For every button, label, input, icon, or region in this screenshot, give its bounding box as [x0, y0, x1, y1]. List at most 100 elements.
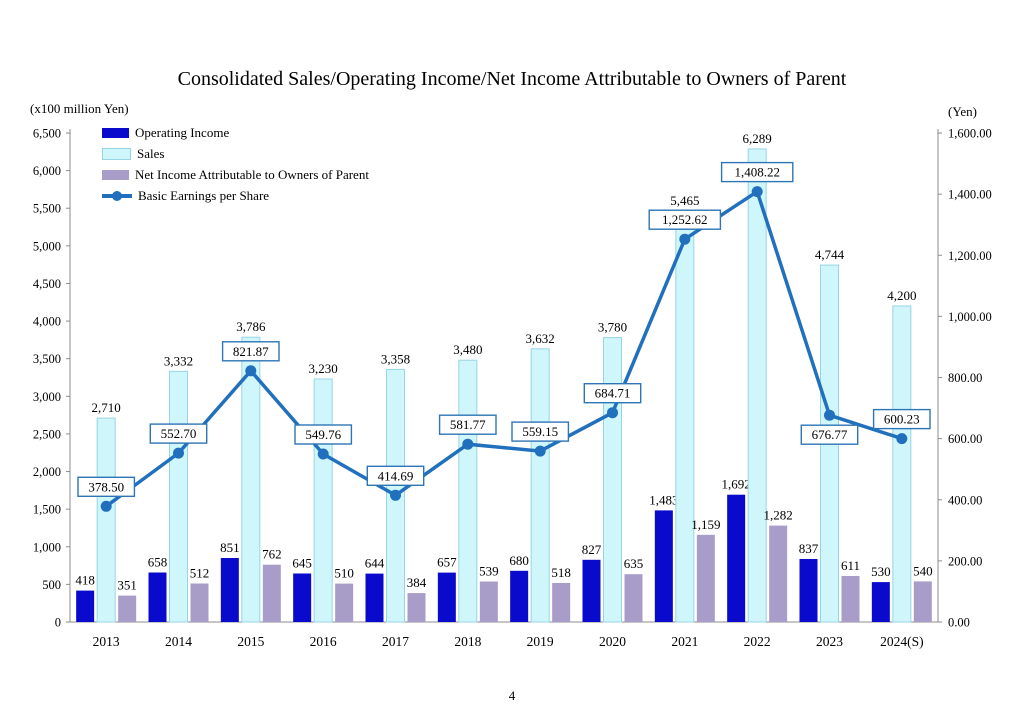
eps-dot-icon: [112, 190, 122, 201]
svg-text:635: 635: [624, 556, 644, 571]
svg-text:1,000.00: 1,000.00: [948, 310, 992, 324]
svg-text:600.23: 600.23: [884, 412, 920, 427]
legend-label-basic-eps: Basic Earnings per Share: [138, 187, 270, 203]
sales-swatch-icon: [102, 147, 131, 160]
svg-text:418: 418: [75, 573, 95, 588]
net-income-swatch-icon: [102, 169, 129, 180]
svg-text:351: 351: [117, 578, 137, 593]
svg-text:4,200: 4,200: [887, 288, 916, 303]
svg-text:2016: 2016: [310, 634, 337, 649]
svg-text:2,000: 2,000: [33, 465, 61, 479]
svg-text:762: 762: [262, 547, 282, 562]
svg-text:559.15: 559.15: [522, 424, 558, 439]
svg-text:2024(S): 2024(S): [880, 634, 924, 649]
svg-text:1,000: 1,000: [33, 540, 61, 554]
svg-text:4,500: 4,500: [33, 277, 61, 291]
svg-text:6,500: 6,500: [33, 127, 61, 141]
svg-text:200.00: 200.00: [948, 554, 982, 568]
svg-text:510: 510: [334, 566, 354, 581]
svg-text:676.77: 676.77: [812, 427, 848, 442]
svg-text:821.87: 821.87: [233, 344, 269, 359]
svg-text:3,000: 3,000: [33, 390, 61, 404]
operating-income-swatch-icon: [102, 127, 129, 138]
svg-text:1,200.00: 1,200.00: [948, 249, 992, 263]
svg-text:512: 512: [190, 566, 210, 581]
svg-text:518: 518: [551, 565, 571, 580]
svg-text:3,358: 3,358: [381, 351, 410, 366]
svg-text:0: 0: [55, 616, 61, 630]
svg-text:549.76: 549.76: [305, 427, 341, 442]
legend-item-operating-income: Operating Income: [102, 122, 369, 143]
svg-text:1,692: 1,692: [722, 477, 751, 492]
svg-text:6,000: 6,000: [33, 164, 61, 178]
svg-text:581.77: 581.77: [450, 417, 486, 432]
svg-text:644: 644: [365, 556, 385, 571]
svg-text:1,400.00: 1,400.00: [948, 188, 992, 202]
svg-text:658: 658: [148, 555, 168, 570]
svg-text:1,282: 1,282: [764, 508, 793, 523]
svg-text:0.00: 0.00: [948, 616, 970, 630]
legend-label-sales: Sales: [137, 145, 165, 161]
svg-text:400.00: 400.00: [948, 493, 982, 507]
svg-text:3,786: 3,786: [236, 319, 266, 334]
svg-text:2013: 2013: [93, 634, 120, 649]
svg-text:1,600.00: 1,600.00: [948, 127, 992, 141]
svg-text:5,465: 5,465: [670, 193, 699, 208]
svg-text:1,500: 1,500: [33, 503, 61, 517]
svg-text:800.00: 800.00: [948, 371, 982, 385]
legend-label-operating-income: Operating Income: [135, 124, 230, 140]
svg-text:552.70: 552.70: [161, 426, 197, 441]
svg-text:3,632: 3,632: [526, 331, 555, 346]
svg-text:4,744: 4,744: [815, 247, 845, 262]
svg-text:500: 500: [42, 578, 61, 592]
svg-text:645: 645: [292, 556, 312, 571]
right-axis-unit-label: (Yen): [948, 104, 978, 119]
legend-item-net-income: Net Income Attributable to Owners of Par…: [102, 164, 369, 185]
svg-text:1,159: 1,159: [691, 517, 720, 532]
left-axis-unit-label: (x100 million Yen): [30, 101, 129, 116]
svg-text:611: 611: [841, 558, 860, 573]
svg-text:2020: 2020: [599, 634, 626, 649]
svg-text:3,480: 3,480: [453, 342, 482, 357]
legend-item-basic-eps: Basic Earnings per Share: [102, 185, 369, 206]
svg-text:851: 851: [220, 540, 240, 555]
svg-text:837: 837: [799, 541, 819, 556]
svg-text:2019: 2019: [527, 634, 554, 649]
svg-text:384: 384: [407, 575, 427, 590]
svg-text:3,500: 3,500: [33, 352, 61, 366]
svg-text:3,332: 3,332: [164, 353, 193, 368]
eps-line-marker-icon: [102, 190, 132, 201]
svg-text:5,500: 5,500: [33, 202, 61, 216]
chart-title: Consolidated Sales/Operating Income/Net …: [177, 68, 847, 90]
svg-text:1,252.62: 1,252.62: [662, 212, 708, 227]
chart-legend: Operating Income Sales Net Income Attrib…: [102, 122, 369, 206]
legend-item-sales: Sales: [102, 143, 369, 164]
svg-text:6,289: 6,289: [743, 131, 772, 146]
svg-text:680: 680: [509, 553, 529, 568]
svg-text:3,230: 3,230: [309, 361, 338, 376]
svg-text:540: 540: [913, 563, 933, 578]
svg-text:414.69: 414.69: [378, 468, 414, 483]
svg-text:5,000: 5,000: [33, 239, 61, 253]
svg-text:2,500: 2,500: [33, 427, 61, 441]
svg-text:684.71: 684.71: [595, 386, 631, 401]
legend-label-net-income: Net Income Attributable to Owners of Par…: [135, 166, 369, 182]
svg-text:378.50: 378.50: [88, 479, 124, 494]
svg-text:827: 827: [582, 542, 602, 557]
svg-text:2,710: 2,710: [92, 400, 121, 415]
svg-text:600.00: 600.00: [948, 432, 982, 446]
svg-text:1,408.22: 1,408.22: [734, 165, 780, 180]
svg-text:539: 539: [479, 564, 499, 579]
svg-text:2014: 2014: [165, 634, 192, 649]
svg-text:1,483: 1,483: [649, 492, 678, 507]
svg-text:2015: 2015: [237, 634, 264, 649]
svg-text:4,000: 4,000: [33, 315, 61, 329]
svg-text:2021: 2021: [671, 634, 698, 649]
page-number: 4: [508, 688, 516, 703]
svg-text:657: 657: [437, 555, 457, 570]
svg-text:2023: 2023: [816, 634, 843, 649]
svg-text:3,780: 3,780: [598, 320, 627, 335]
svg-text:2018: 2018: [454, 634, 481, 649]
